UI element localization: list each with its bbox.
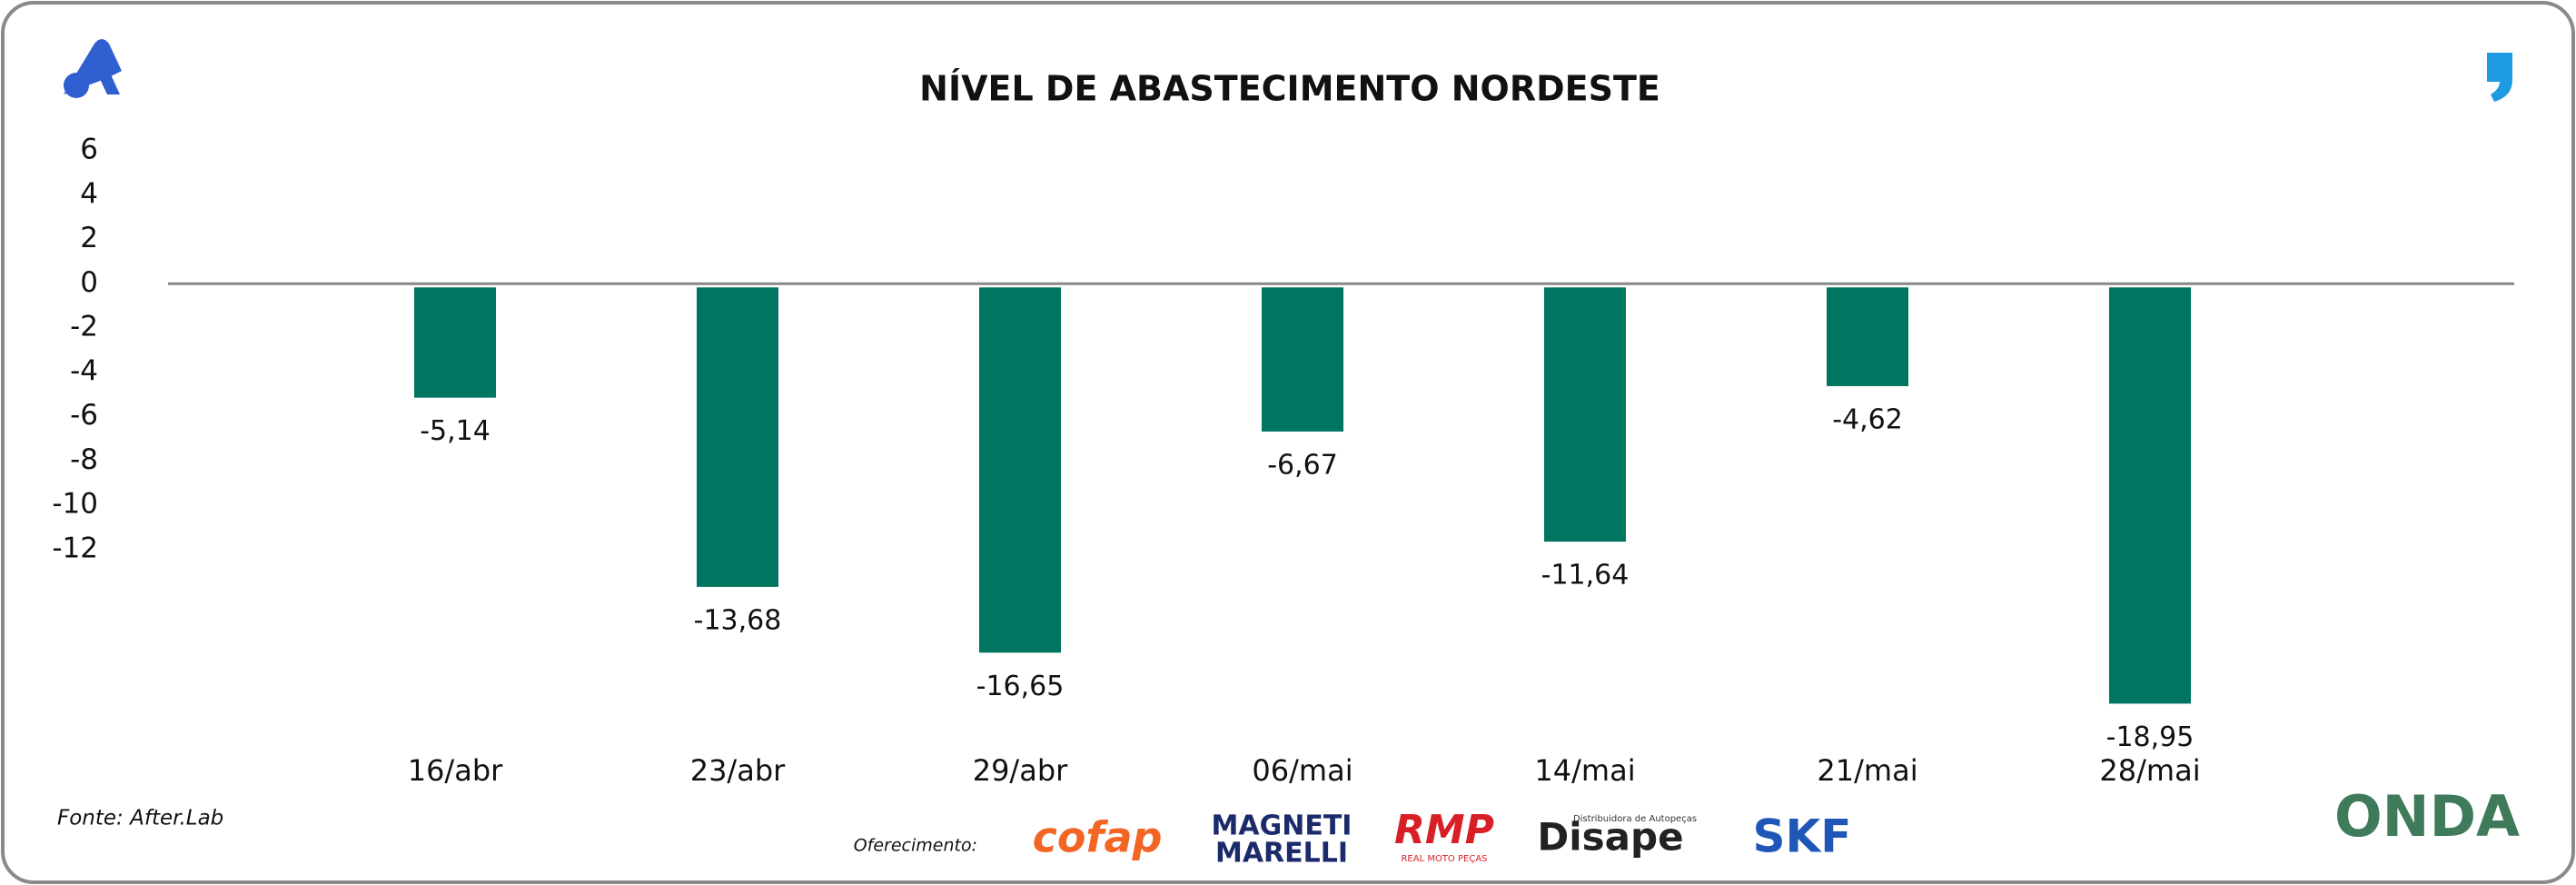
y-tick-label: -4 [70,354,98,387]
source: Fonte: After.Lab [57,807,223,830]
y-tick-label: -12 [52,532,98,564]
value-label: -16,65 [976,671,1065,702]
sponsor-logo: RMP [1394,807,1494,853]
x-tick-label: 23/abr [690,753,786,788]
sponsor-logo-subtext: REAL MOTO PEÇAS [1401,854,1487,864]
bar [979,287,1061,653]
bar [1827,287,1908,386]
value-label: -5,14 [420,415,490,447]
value-label: -13,68 [694,604,782,636]
sponsor-logo: MAGNETI [1212,810,1352,842]
x-tick-label: 29/abr [973,753,1068,788]
sponsor-logo: cofap [1033,813,1163,862]
x-tick-label: 14/mai [1534,753,1635,788]
x-tick-label: 21/mai [1817,753,1917,788]
y-tick-label: -10 [52,488,98,521]
x-tick-label: 16/abr [408,753,503,788]
brand-logo: ONDA [2334,783,2520,850]
sponsor-logo-subtext: Distribuidora de Autopeças [1573,814,1697,824]
bar [414,287,496,398]
bar [1262,287,1343,432]
logo-right [2487,53,2512,102]
x-tick-label: 28/mai [2099,753,2200,788]
bar [1544,287,1626,542]
y-tick-label: -2 [70,311,98,343]
value-label: -11,64 [1541,560,1630,592]
value-label: -4,62 [1832,403,1903,435]
x-tick-label: 06/mai [1252,753,1352,788]
y-tick-label: -6 [70,399,98,432]
sponsor-logo: Disape [1537,815,1683,860]
bar [697,287,778,587]
y-tick-label: 6 [80,134,98,166]
y-tick-label: 0 [80,266,98,299]
sponsor-logo: SKF [1753,810,1852,863]
y-tick-label: 2 [80,222,98,254]
chart-title: NÍVEL DE ABASTECIMENTO NORDESTE [919,69,1660,109]
y-tick-label: 4 [80,177,98,210]
sponsor-label: Oferecimento: [854,836,977,856]
value-label: -6,67 [1267,449,1338,481]
value-label: -18,95 [2106,721,2195,753]
sponsor-logo: MARELLI [1215,838,1348,870]
bar [2109,287,2191,704]
y-tick-label: -8 [70,443,98,476]
logo-left [64,39,122,98]
